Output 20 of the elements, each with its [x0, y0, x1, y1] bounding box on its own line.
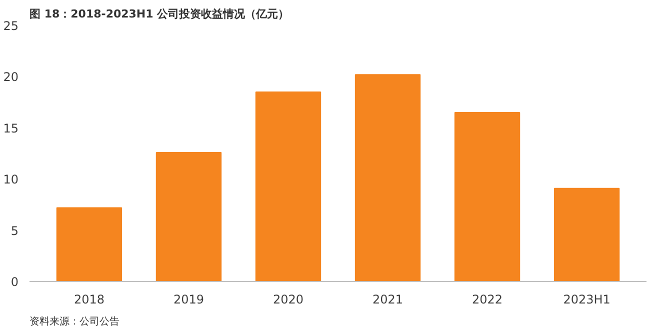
bar — [255, 92, 322, 282]
x-tick-label: 2019 — [173, 292, 204, 306]
bar — [354, 74, 421, 282]
y-tick-label: 5 — [10, 224, 19, 238]
y-tick-label: 15 — [3, 121, 19, 136]
x-tick-label: 2022 — [472, 292, 503, 306]
bar — [554, 188, 620, 282]
bar — [454, 112, 520, 282]
y-tick-label: 20 — [3, 70, 19, 84]
y-tick-label: 10 — [3, 172, 19, 187]
y-tick-label: 0 — [10, 275, 19, 289]
x-tick-label: 2020 — [272, 292, 304, 306]
text: 资料来源：公司公告 — [30, 316, 120, 328]
x-tick-label: 2021 — [372, 292, 404, 306]
y-tick-label: 25 — [3, 19, 19, 33]
bar — [156, 152, 222, 282]
x-tick-label: 2023H1 — [563, 292, 610, 306]
chart-title: 图 18：2018-2023H1 公司投资收益情况（亿元） — [30, 8, 290, 20]
x-tick-label: 2018 — [74, 292, 104, 306]
bar — [56, 207, 122, 282]
